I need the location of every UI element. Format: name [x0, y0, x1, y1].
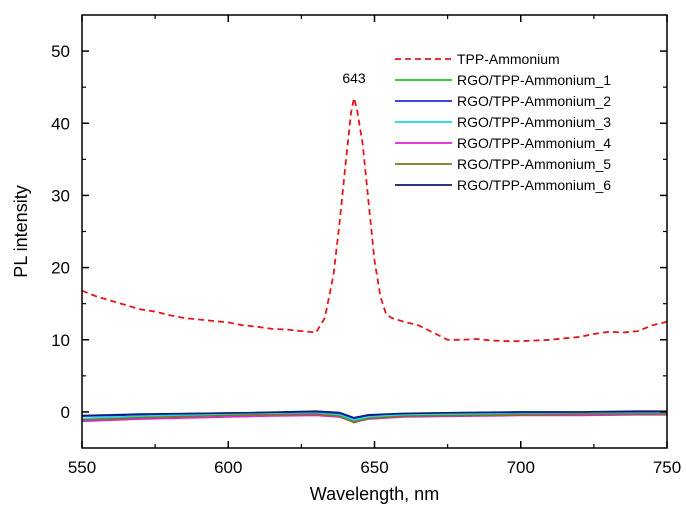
- legend-label: RGO/TPP-Ammonium_5: [457, 156, 611, 172]
- y-axis-title: PL intensity: [11, 185, 31, 277]
- x-axis-title: Wavelength, nm: [310, 484, 439, 504]
- axis-ticks-group: [81, 15, 668, 448]
- series-line-6: [81, 413, 667, 424]
- peak-annotation: 643: [342, 70, 366, 86]
- x-tick-label: 600: [214, 458, 242, 477]
- axis-labels-group: 550 600 650 700 750 0 10 20 30 40 50: [51, 42, 681, 477]
- x-tick-label: 750: [653, 458, 681, 477]
- plot-series-group: [81, 97, 668, 424]
- legend-label: RGO/TPP-Ammonium_6: [457, 177, 611, 193]
- x-tick-label: 700: [507, 458, 535, 477]
- y-tick-label: 40: [51, 114, 70, 133]
- y-tick-label: 30: [51, 186, 70, 205]
- y-tick-label: 20: [51, 259, 70, 278]
- legend-label: RGO/TPP-Ammonium_2: [457, 93, 611, 109]
- series-line-7: [81, 410, 667, 419]
- legend-label: RGO/TPP-Ammonium_4: [457, 135, 611, 151]
- legend-label: RGO/TPP-Ammonium_1: [457, 72, 611, 88]
- x-tick-label: 550: [68, 458, 96, 477]
- x-tick-label: 650: [360, 458, 388, 477]
- y-tick-label: 50: [51, 42, 70, 61]
- y-tick-label: 10: [51, 331, 70, 350]
- series-line-1: [81, 97, 668, 343]
- legend-label: TPP-Ammonium: [457, 51, 560, 67]
- y-tick-label: 0: [61, 403, 70, 422]
- legend: TPP-Ammonium RGO/TPP-Ammonium_1 RGO/TPP-Am…: [395, 51, 611, 193]
- legend-label: RGO/TPP-Ammonium_3: [457, 114, 611, 130]
- annotations-group: 643: [342, 70, 366, 86]
